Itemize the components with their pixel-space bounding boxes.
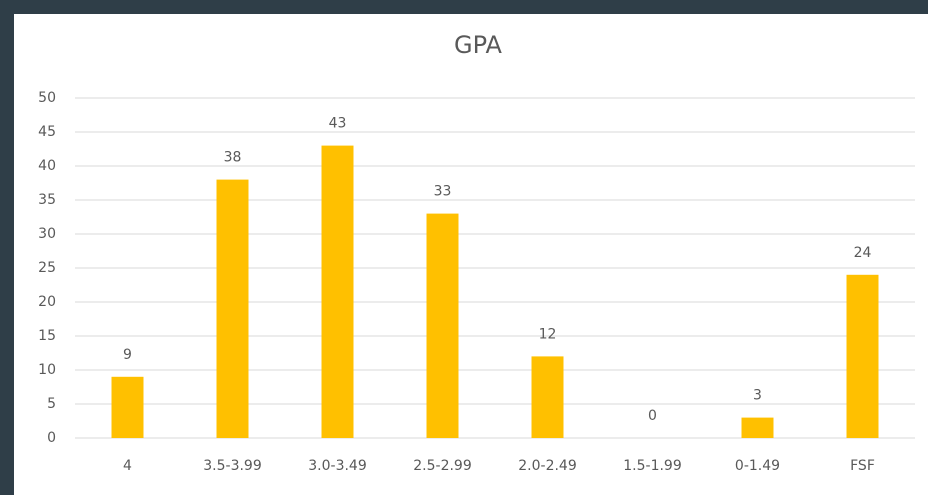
bar [846, 274, 879, 438]
x-tick-label: 1.5-1.99 [623, 458, 682, 474]
data-label: 3 [753, 388, 762, 404]
y-tick-label: 35 [38, 192, 56, 208]
x-tick-label: 4 [123, 458, 132, 474]
x-tick-label: 0-1.49 [735, 458, 780, 474]
bar [426, 213, 459, 438]
data-label: 9 [123, 347, 132, 363]
y-tick-label: 0 [47, 430, 56, 446]
bar [531, 356, 564, 438]
data-label: 0 [648, 408, 657, 424]
y-tick-label: 30 [38, 226, 56, 242]
chart-title: GPA [454, 31, 503, 59]
y-tick-label: 10 [38, 362, 56, 378]
y-tick-label: 15 [38, 328, 56, 344]
y-tick-label: 40 [38, 158, 56, 174]
data-label: 12 [539, 326, 557, 342]
data-label: 24 [854, 245, 872, 261]
x-tick-label: 2.0-2.49 [518, 458, 577, 474]
chart-panel [14, 14, 928, 495]
y-tick-label: 20 [38, 294, 56, 310]
y-tick-label: 45 [38, 124, 56, 140]
x-tick-label: 3.0-3.49 [308, 458, 367, 474]
y-tick-label: 50 [38, 90, 56, 106]
y-tick-label: 5 [47, 396, 56, 412]
data-label: 38 [224, 150, 242, 166]
data-label: 43 [329, 116, 347, 132]
data-label: 33 [434, 184, 452, 200]
y-tick-label: 25 [38, 260, 56, 276]
x-tick-label: FSF [850, 458, 875, 474]
bar [111, 376, 144, 438]
bar [216, 179, 249, 438]
x-tick-label: 2.5-2.99 [413, 458, 472, 474]
bar [741, 417, 774, 438]
bar [321, 145, 354, 438]
x-tick-label: 3.5-3.99 [203, 458, 262, 474]
